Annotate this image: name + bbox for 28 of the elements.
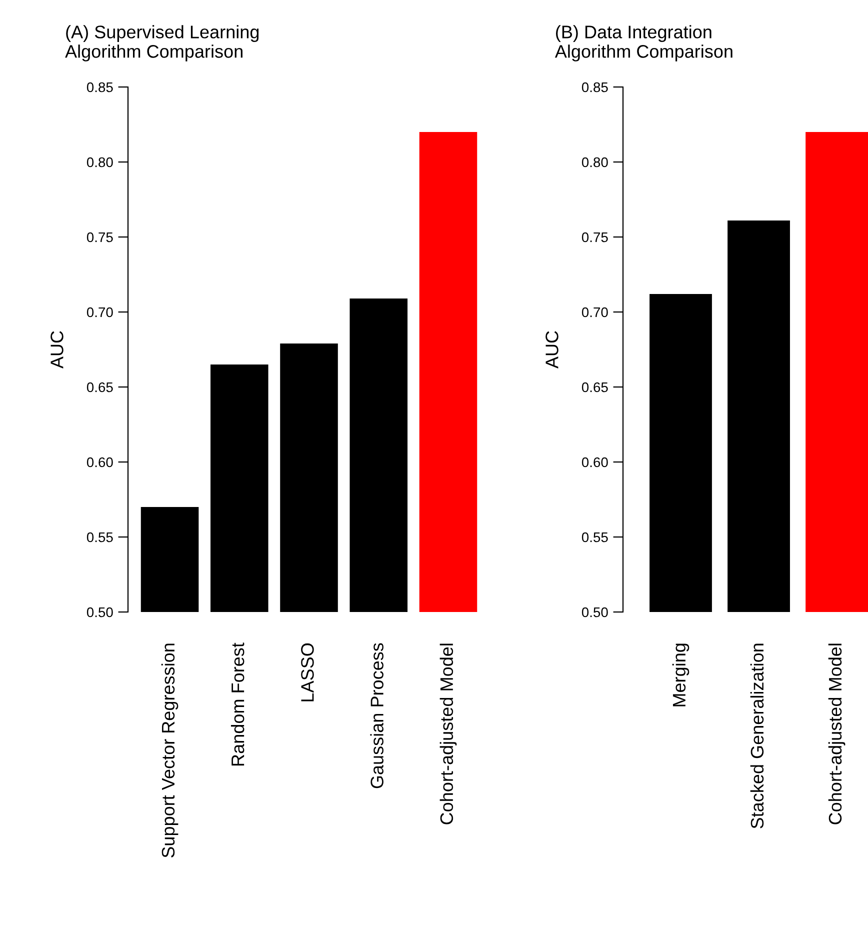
y-tick-label: 0.60 (582, 457, 608, 468)
y-tick-label: 0.55 (582, 532, 608, 542)
x-tick-label: Stacked Generalization (750, 644, 764, 828)
y-tick-label: 0.75 (582, 232, 608, 242)
x-tick-label: LASSO (301, 643, 314, 702)
y-tick-label: 0.70 (86, 307, 113, 318)
y-tick-label: 0.80 (582, 157, 608, 168)
x-tick-label: Cohort-adjusted Model (440, 644, 457, 824)
y-tick-label: 0.60 (86, 457, 113, 468)
y-tick-label: 0.70 (582, 307, 608, 318)
y-tick-label: 0.85 (582, 82, 608, 92)
y-tick-label: 0.80 (86, 157, 113, 168)
y-tick-label: 0.50 (582, 607, 608, 618)
y-tick-label: 0.65 (86, 382, 113, 392)
y-tick-label: 0.85 (86, 82, 113, 92)
x-tick-label: Gaussian Process (370, 643, 384, 788)
x-tick-label: Cohort-adjusted Model (828, 644, 846, 824)
y-tick-label: 0.55 (86, 532, 113, 542)
x-tick-label: Random Forest (230, 642, 244, 766)
chart-title: (A) Supervised Learning Algorithm Comparison (65, 25, 259, 62)
x-tick-label: Support Vector Regression (161, 644, 178, 858)
chart-title: (B) Data Integration Algorithm Comparison (554, 25, 732, 62)
x-tick-label: Merging (672, 644, 690, 706)
y-axis-title: AUC (546, 331, 558, 369)
y-axis-title: AUC (50, 331, 64, 369)
y-tick-label: 0.65 (582, 382, 608, 392)
y-tick-label: 0.50 (86, 607, 113, 618)
y-tick-label: 0.75 (86, 232, 113, 242)
